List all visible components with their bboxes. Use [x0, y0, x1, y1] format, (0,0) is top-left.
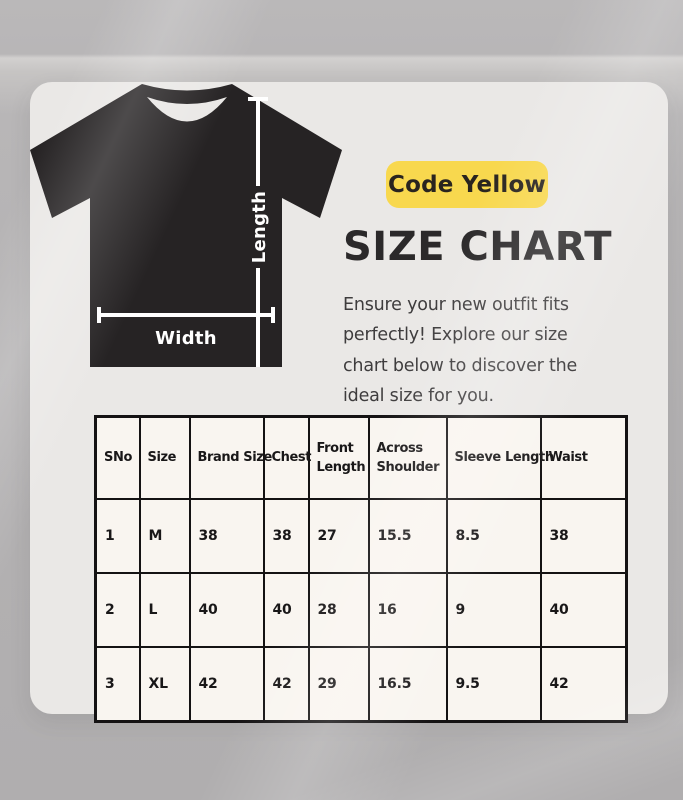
table-header-row: SNo Size Brand Size Chest Front Length A… — [94, 415, 628, 500]
table-cell: 16 — [367, 572, 448, 648]
tshirt-measurement-diagram: Length Width — [30, 84, 342, 367]
table-cell: 2 — [94, 572, 141, 648]
header-cell-chest: Chest — [262, 415, 311, 500]
table-row: 2 L 40 40 28 16 9 40 — [94, 572, 628, 648]
table-cell: L — [138, 572, 191, 648]
table-row: 1 M 38 38 27 15.5 8.5 38 — [94, 498, 628, 574]
table-cell: 29 — [307, 646, 370, 723]
table-cell: 16.5 — [367, 646, 448, 723]
table-cell: 38 — [262, 498, 310, 574]
collar-cutout — [147, 97, 227, 122]
header-cell-waist: Waist — [539, 415, 628, 500]
page-title: SIZE CHART — [343, 224, 613, 270]
header-cell-size: Size — [138, 415, 191, 500]
table-cell: 27 — [307, 498, 370, 574]
brand-badge: Code Yellow — [386, 161, 548, 208]
header-cell-across-shoulder: Across Shoulder — [367, 415, 448, 500]
table-cell: 8.5 — [445, 498, 542, 574]
tshirt-silhouette — [30, 84, 342, 367]
table-cell: 40 — [188, 572, 265, 648]
length-label-backing — [245, 186, 271, 268]
header-cell-sleeve-length: Sleeve Length — [445, 415, 554, 500]
table-cell: XL — [138, 646, 191, 723]
table-row: 3 XL 42 42 29 16.5 9.5 42 — [94, 646, 628, 723]
table-cell: 38 — [539, 498, 628, 574]
table-cell: 38 — [188, 498, 265, 574]
header-cell-front-length: Front Length — [307, 415, 370, 500]
table-cell: 1 — [94, 498, 141, 574]
table-cell: 40 — [262, 572, 310, 648]
table-cell: 42 — [539, 646, 628, 723]
table-cell: 42 — [262, 646, 310, 723]
table-cell: 42 — [188, 646, 265, 723]
intro-text: Ensure your new outfit fits perfectly! E… — [343, 295, 578, 407]
table-cell: M — [138, 498, 191, 574]
width-label: Width — [155, 328, 217, 349]
table-cell: 28 — [307, 572, 370, 648]
table-cell: 9.5 — [445, 646, 542, 723]
table-cell: 9 — [445, 572, 542, 648]
header-cell-sno: SNo — [94, 415, 141, 500]
table-cell: 3 — [94, 646, 141, 723]
table-cell: 15.5 — [367, 498, 448, 574]
table-cell: 40 — [539, 572, 628, 648]
size-chart-table: SNo Size Brand Size Chest Front Length A… — [94, 415, 628, 723]
width-measure-line — [97, 307, 275, 323]
header-cell-brand-size: Brand Size — [188, 415, 272, 500]
length-label: Length — [249, 191, 270, 264]
